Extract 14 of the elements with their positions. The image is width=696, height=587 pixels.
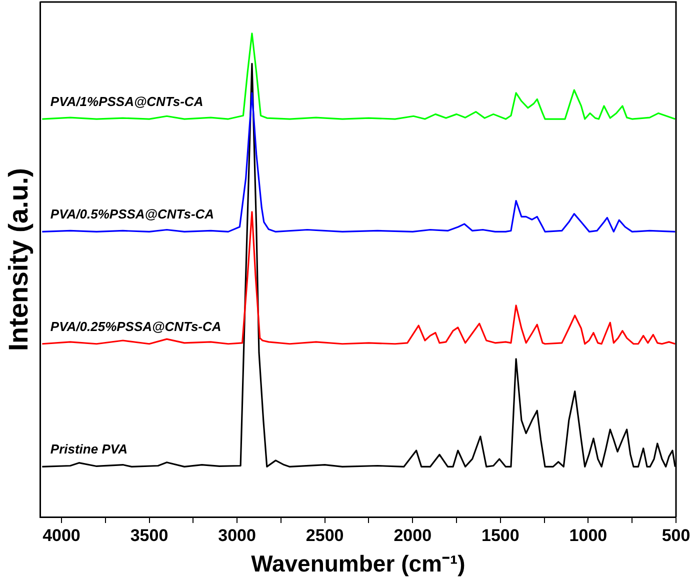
series-label: Pristine PVA xyxy=(50,442,128,457)
x-tick-label: 1500 xyxy=(482,526,520,545)
series-label: PVA/1%PSSA@CNTs-CA xyxy=(50,94,204,110)
x-tick-label: 2500 xyxy=(306,526,344,545)
x-tick-label: 3500 xyxy=(130,526,168,545)
x-axis-title: Wavenumber (cm⁻¹) xyxy=(251,550,466,577)
series-label: PVA/0.25%PSSA@CNTs-CA xyxy=(50,318,222,334)
x-tick-label: 2000 xyxy=(394,526,432,545)
x-tick-label: 4000 xyxy=(42,526,80,545)
series-label: PVA/0.5%PSSA@CNTs-CA xyxy=(50,206,214,222)
y-axis-title: Intensity (a.u.) xyxy=(4,168,34,352)
x-tick-label: 500 xyxy=(662,526,690,545)
x-tick-label: 1000 xyxy=(569,526,608,545)
x-tick-label: 3000 xyxy=(218,526,256,545)
